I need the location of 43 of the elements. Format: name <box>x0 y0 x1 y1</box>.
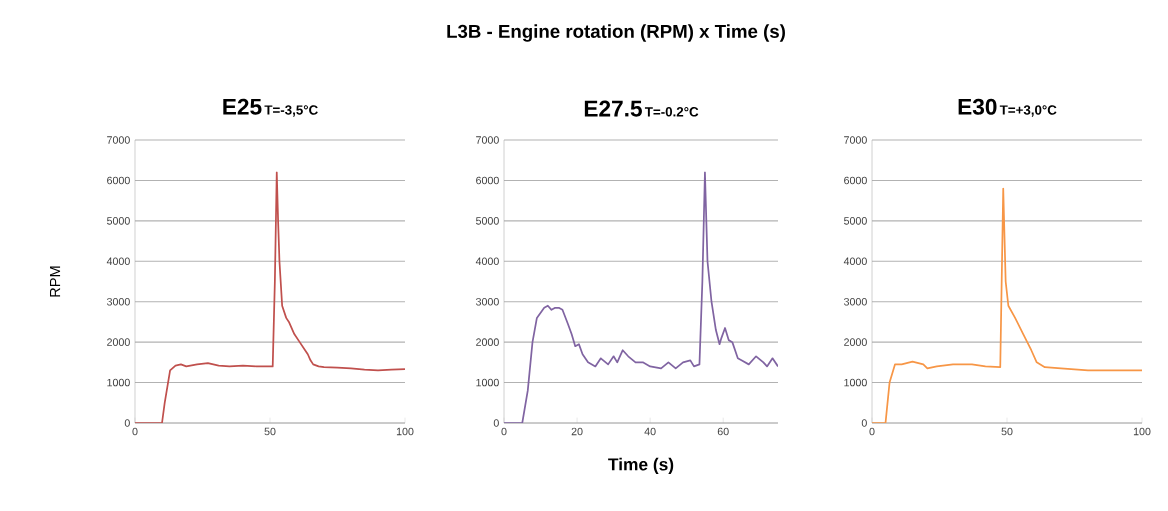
y-tick-label: 5000 <box>843 217 867 225</box>
y-tick-label: 6000 <box>476 176 499 185</box>
chart-title: E27.5 <box>584 100 642 117</box>
y-tick-label: 1000 <box>844 378 867 387</box>
y-tick-label: 1000 <box>107 378 130 387</box>
y-axis-title: RPM <box>49 266 61 297</box>
y-tick-label: 7000 <box>844 136 867 144</box>
y-tick-label: 4000 <box>475 257 499 266</box>
y-tick-label: 3000 <box>843 297 867 306</box>
chart-title: E25 <box>223 98 262 115</box>
x-tick-label: 50 <box>1001 427 1013 436</box>
chart-subtitle: T=-0.2°C <box>644 107 699 117</box>
y-tick-label: 0 <box>124 419 130 427</box>
y-tick-label: 6000 <box>107 176 130 185</box>
x-tick-label: 50 <box>264 427 276 436</box>
x-tick-label: 20 <box>571 427 583 436</box>
y-tick-label: 1000 <box>476 378 499 387</box>
x-tick-label: 60 <box>717 427 729 436</box>
x-axis-title: Time (s) <box>608 457 674 474</box>
y-tick-label: 3000 <box>475 297 499 306</box>
text: L3B - Engine rotation (RPM) x Time (s) <box>447 24 785 42</box>
y-tick-label: 0 <box>493 419 499 427</box>
y-tick-label: 2000 <box>476 338 499 346</box>
x-tick-label: 0 <box>501 427 507 436</box>
chart-title: E30 <box>958 98 997 115</box>
y-tick-label: 0 <box>861 419 867 427</box>
x-tick-label: 0 <box>132 427 138 436</box>
y-tick-label: 5000 <box>106 217 130 225</box>
y-tick-label: 7000 <box>476 136 499 144</box>
y-tick-label: 4000 <box>843 257 867 266</box>
x-tick-label: 40 <box>644 427 656 436</box>
chart-subtitle: T=+3,0°C <box>999 105 1057 117</box>
chart-subtitle: T=-3,5°C <box>264 105 318 117</box>
x-tick-label: 100 <box>396 427 414 436</box>
y-tick-label: 2000 <box>844 338 867 346</box>
x-tick-label: 100 <box>1133 427 1151 436</box>
y-tick-label: 5000 <box>475 217 499 225</box>
x-tick-label: 0 <box>869 427 875 436</box>
y-tick-label: 3000 <box>106 297 130 306</box>
y-tick-label: 7000 <box>107 136 130 144</box>
y-tick-label: 2000 <box>107 338 130 346</box>
y-tick-label: 4000 <box>106 257 130 266</box>
y-tick-label: 6000 <box>844 176 867 185</box>
